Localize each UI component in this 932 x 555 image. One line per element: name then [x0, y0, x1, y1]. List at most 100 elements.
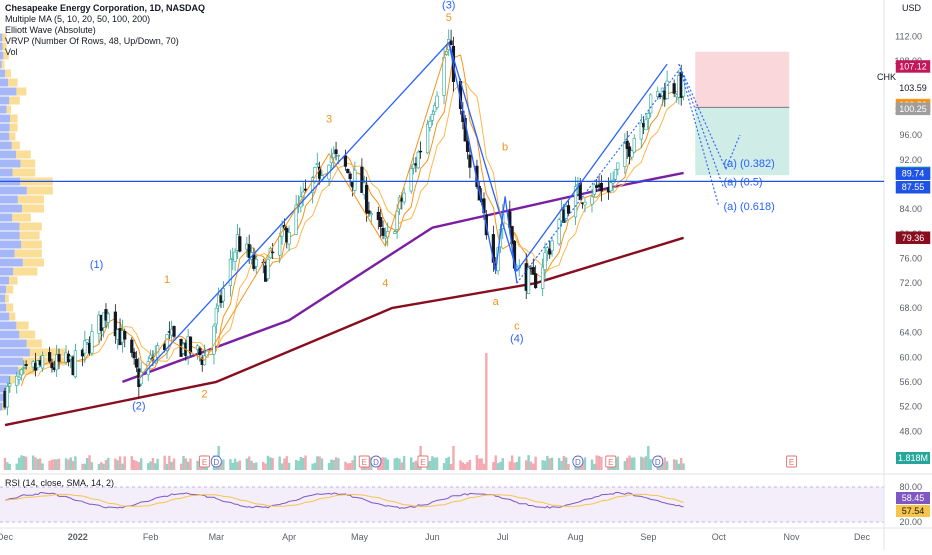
- volume-bar: [165, 463, 169, 470]
- vrvp-up-bar: [0, 213, 13, 222]
- volume-bar: [647, 446, 650, 470]
- volume-bar: [81, 463, 84, 470]
- vrvp-down-bar: [9, 123, 18, 132]
- volume-bar: [266, 455, 270, 470]
- candle-body: [649, 94, 653, 114]
- volume-bar: [513, 462, 516, 470]
- candle-body: [592, 184, 596, 195]
- price-label-badge: [895, 167, 931, 180]
- candle-body: [83, 340, 87, 354]
- vrvp-up-bar: [0, 294, 6, 303]
- vrvp-up-bar: [0, 339, 27, 348]
- candle-body: [303, 188, 308, 191]
- vrvp-down-bar: [5, 69, 11, 78]
- vrvp-down-bar: [14, 249, 42, 258]
- volume-bar: [630, 457, 634, 470]
- price-label-badge: [895, 60, 931, 73]
- price-axis: 112.00108.00100.0096.0092.0088.0084.0080…: [894, 31, 931, 527]
- candle-body: [541, 266, 545, 289]
- volume-bar: [20, 455, 23, 470]
- vrvp-up-bar: [0, 267, 14, 276]
- volume-bar: [196, 460, 199, 470]
- time-axis: Dec 2022 Feb Mar Apr May Jun Jul Aug Sep Oct Nov Dec: [0, 532, 870, 542]
- candle-body: [632, 138, 636, 153]
- volume-bar: [665, 461, 669, 470]
- wave-label: c: [514, 320, 520, 332]
- volume-bar: [428, 460, 432, 470]
- volume-bar: [581, 460, 584, 470]
- candle-body: [590, 196, 594, 205]
- volume-bar: [285, 456, 288, 470]
- volume-bar: [518, 456, 521, 470]
- candle-body: [254, 258, 258, 267]
- candle-body: [318, 166, 322, 179]
- vrvp-up-bar: [0, 186, 27, 195]
- volume-bar: [442, 463, 446, 470]
- indicator-vrvp: VRVP (Number Of Rows, 48, Up/Down, 70): [5, 36, 179, 46]
- vrvp-down-bar: [22, 258, 44, 267]
- volume-bar: [311, 463, 314, 470]
- volume-bar: [590, 459, 594, 470]
- dividend-marker-label: D: [373, 458, 379, 467]
- candle-body: [165, 334, 169, 351]
- candle-body: [233, 251, 237, 262]
- volume-bar: [287, 462, 291, 470]
- volume-bar: [149, 461, 152, 470]
- volume-bar: [36, 459, 40, 470]
- vrvp-down-bar: [6, 105, 11, 114]
- volume-bar: [494, 455, 497, 470]
- volume-bar: [55, 459, 58, 470]
- volume-bar: [100, 462, 103, 470]
- vrvp-up-bar: [0, 258, 23, 267]
- volume-bar: [649, 459, 652, 470]
- volume-bar: [316, 456, 319, 470]
- candle-body: [625, 140, 629, 149]
- candle-body: [8, 383, 12, 387]
- volume-bar: [510, 455, 514, 470]
- candle-body: [630, 150, 634, 158]
- volume-bar: [463, 463, 467, 470]
- candle-body: [214, 307, 218, 325]
- volume-bar: [247, 456, 251, 470]
- vrvp-up-bar: [0, 402, 3, 411]
- candle-body: [195, 345, 200, 350]
- volume-bar: [400, 462, 404, 470]
- volume-bar: [395, 457, 399, 470]
- price-label-badge: [895, 180, 931, 194]
- candle-body: [599, 182, 603, 192]
- volume-bar: [661, 462, 664, 470]
- price-tick-label: 96.00: [899, 130, 922, 140]
- price-tick-label: 68.00: [899, 303, 922, 313]
- volume-bar: [595, 455, 598, 470]
- volume-bar: [393, 458, 396, 470]
- ma-line-ma200: [4, 236, 684, 427]
- rsi-badge: [896, 505, 930, 517]
- vrvp-down-bar: [21, 204, 44, 213]
- time-tick-label: Dec: [854, 532, 871, 542]
- candle-body: [353, 169, 357, 191]
- candle-body: [17, 376, 21, 380]
- dividend-marker-label: D: [655, 458, 661, 467]
- candle-body: [221, 288, 225, 302]
- volume-bar: [344, 461, 347, 470]
- volume-bar: [452, 446, 455, 470]
- fib-label: (a) (0.382): [723, 158, 774, 170]
- volume-bar: [22, 456, 25, 470]
- rsi-badge-text: 58.45: [902, 493, 925, 503]
- chart-title: Chesapeake Energy Corporation, 1D, NASDA…: [5, 3, 206, 13]
- vrvp-up-bar: [0, 249, 15, 258]
- candle-body: [172, 325, 176, 337]
- vrvp-up-bar: [0, 285, 7, 294]
- volume-bar: [229, 459, 232, 470]
- volume-bar: [219, 461, 223, 470]
- vrvp-down-bar: [17, 366, 36, 375]
- rsi-badge-text: 57.54: [902, 506, 925, 516]
- candle-body: [50, 362, 54, 369]
- volume-bar: [245, 458, 249, 470]
- vrvp-up-bar: [0, 366, 18, 375]
- vrvp-up-bar: [0, 51, 4, 60]
- candle-body: [287, 232, 291, 245]
- volume-bar: [163, 455, 166, 470]
